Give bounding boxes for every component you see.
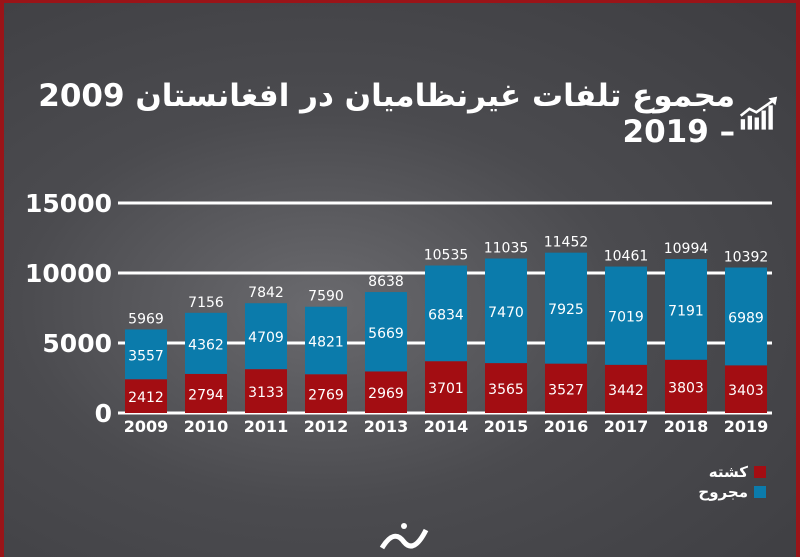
- bar-killed: [725, 365, 767, 413]
- bar-wounded: [725, 267, 767, 366]
- legend-label: کشته: [709, 463, 748, 481]
- bar-total-label: 8638: [368, 274, 404, 290]
- bar-killed: [425, 361, 467, 413]
- chart-title-text: مجموع تلفات غیرنظامیان در افغانستان 2009…: [38, 78, 736, 150]
- bar-wounded: [365, 292, 407, 372]
- bar-value-label: 6834: [428, 307, 464, 323]
- bar-wounded: [485, 258, 527, 364]
- bar-value-label: 3403: [728, 383, 764, 399]
- bar-value-label: 5669: [368, 326, 404, 342]
- bar-wounded: [425, 265, 467, 362]
- chart-title: مجموع تلفات غیرنظامیان در افغانستان 2009…: [24, 78, 779, 150]
- bar-total-label: 11035: [484, 241, 529, 257]
- bar-killed: [545, 363, 587, 413]
- bar-killed: [665, 359, 707, 413]
- x-tick-label: 2009: [124, 417, 169, 436]
- bar-killed: [245, 369, 287, 413]
- bar-value-label: 2412: [128, 390, 164, 406]
- bar-value-label: 7019: [608, 310, 644, 326]
- bar-wounded: [125, 329, 167, 380]
- bar-value-label: 2969: [368, 386, 404, 402]
- bar-killed: [605, 364, 647, 413]
- bar-killed: [305, 374, 347, 413]
- bar-total-label: 10392: [724, 250, 769, 266]
- x-tick-label: 2013: [364, 417, 409, 436]
- bar-value-label: 3803: [668, 380, 704, 396]
- bar-total-label: 7156: [188, 295, 224, 311]
- y-tick-label: 15000: [25, 189, 112, 218]
- bar-value-label: 2769: [308, 388, 344, 404]
- bar-value-label: 7470: [488, 305, 524, 321]
- x-tick-label: 2018: [664, 417, 709, 436]
- y-tick-label: 10000: [25, 259, 112, 288]
- legend-swatch: [754, 486, 766, 498]
- bar-value-label: 3133: [248, 385, 284, 401]
- bar-value-label: 3527: [548, 382, 584, 398]
- bar-killed: [185, 373, 227, 413]
- bar-value-label: 4821: [308, 334, 344, 350]
- bar-wounded: [305, 306, 347, 375]
- publisher-logo: [379, 523, 429, 550]
- bar-total-label: 10994: [664, 241, 709, 257]
- x-tick-label: 2014: [424, 417, 469, 436]
- legend-swatch: [754, 466, 766, 478]
- bar-wounded: [605, 266, 647, 365]
- y-tick-label: 0: [95, 399, 112, 428]
- bar-killed: [485, 363, 527, 413]
- bar-value-label: 4362: [188, 337, 224, 353]
- x-tick-label: 2019: [724, 417, 769, 436]
- bar-total-label: 11452: [544, 235, 589, 251]
- y-tick-label: 5000: [42, 329, 112, 358]
- bar-value-label: 7925: [548, 302, 584, 318]
- bar-total-label: 7842: [248, 285, 284, 301]
- bar-wounded: [245, 303, 287, 370]
- bar-value-label: 4709: [248, 330, 284, 346]
- legend-label: مجروح: [698, 483, 748, 501]
- x-tick-label: 2012: [304, 417, 349, 436]
- x-tick-label: 2011: [244, 417, 289, 436]
- bar-total-label: 10461: [604, 249, 649, 265]
- bar-value-label: 3442: [608, 383, 644, 399]
- bar-wounded: [185, 312, 227, 374]
- bar-value-label: 7191: [668, 303, 704, 319]
- bar-value-label: 3557: [128, 348, 164, 364]
- bar-killed: [365, 371, 407, 413]
- bar-value-label: 2794: [188, 387, 224, 403]
- bar-value-label: 3701: [428, 381, 464, 397]
- bar-killed: [125, 379, 167, 413]
- x-tick-label: 2010: [184, 417, 229, 436]
- bar-total-label: 5969: [128, 311, 164, 327]
- bar-wounded: [545, 252, 587, 364]
- chart-growth-icon: [740, 96, 778, 130]
- bar-total-label: 10535: [424, 248, 469, 264]
- bar-total-label: 7590: [308, 289, 344, 305]
- x-tick-label: 2016: [544, 417, 589, 436]
- bar-wounded: [665, 259, 707, 360]
- x-tick-label: 2015: [484, 417, 529, 436]
- bar-value-label: 6989: [728, 310, 764, 326]
- x-tick-label: 2017: [604, 417, 649, 436]
- bar-value-label: 3565: [488, 382, 524, 398]
